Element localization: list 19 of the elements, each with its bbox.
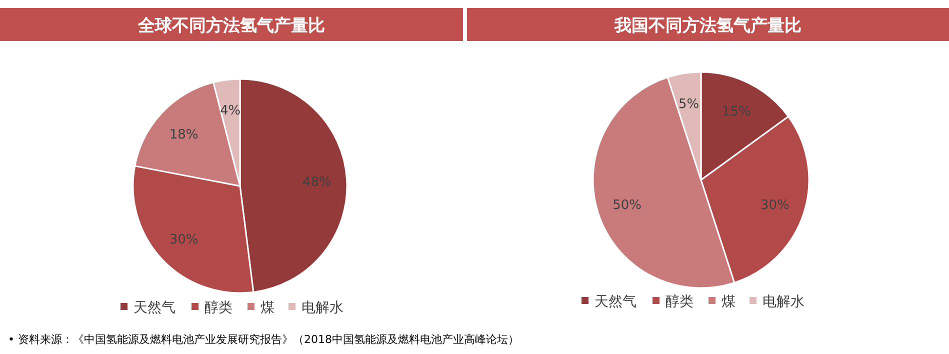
legend-label: 醇类: [204, 300, 232, 316]
legend-label: 醇类: [666, 294, 694, 310]
legend-label: 电解水: [302, 300, 344, 316]
legend-label: 天然气: [594, 294, 636, 310]
legend-label: 煤: [260, 300, 274, 316]
data-label: 30%: [760, 198, 790, 214]
chart-title: 我国不同方法氢气产量比: [614, 16, 802, 36]
data-label: 50%: [612, 198, 642, 214]
legend-label: 天然气: [134, 300, 176, 316]
data-label: 5%: [678, 97, 700, 112]
text: • 资料来源：《中国氢能源及燃料电池产业发展研究报告》（2018中国氢能源及燃料电池产业高峰论坛）: [8, 333, 519, 346]
chart-title: 全球不同方法氢气产量比: [137, 16, 325, 36]
data-label: 15%: [722, 104, 751, 120]
legend-label: 电解水: [762, 294, 804, 310]
data-label: 18%: [169, 127, 198, 142]
legend-label: 煤: [722, 294, 736, 310]
data-label: 4%: [220, 104, 241, 119]
data-label: 30%: [169, 232, 198, 248]
data-label: 48%: [302, 175, 332, 190]
